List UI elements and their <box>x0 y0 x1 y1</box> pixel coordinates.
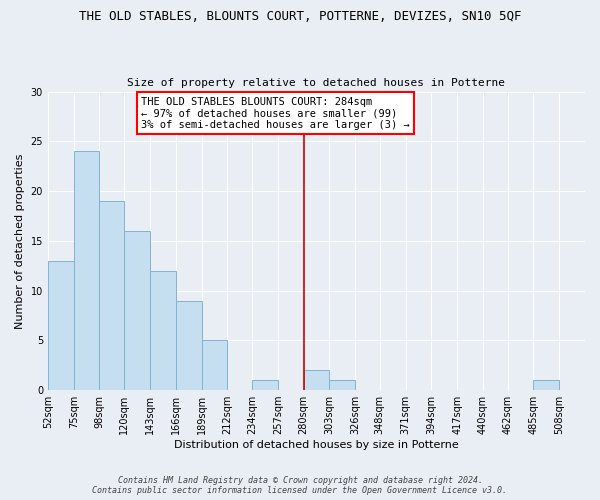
Bar <box>533 380 559 390</box>
Bar <box>176 300 202 390</box>
X-axis label: Distribution of detached houses by size in Potterne: Distribution of detached houses by size … <box>174 440 459 450</box>
Bar <box>124 231 150 390</box>
Bar <box>48 260 74 390</box>
Text: THE OLD STABLES BLOUNTS COURT: 284sqm
← 97% of detached houses are smaller (99)
: THE OLD STABLES BLOUNTS COURT: 284sqm ← … <box>141 96 410 130</box>
Text: THE OLD STABLES, BLOUNTS COURT, POTTERNE, DEVIZES, SN10 5QF: THE OLD STABLES, BLOUNTS COURT, POTTERNE… <box>79 10 521 23</box>
Bar <box>252 380 278 390</box>
Text: Contains HM Land Registry data © Crown copyright and database right 2024.
Contai: Contains HM Land Registry data © Crown c… <box>92 476 508 495</box>
Bar <box>100 201 124 390</box>
Y-axis label: Number of detached properties: Number of detached properties <box>15 153 25 328</box>
Bar <box>74 152 100 390</box>
Bar <box>202 340 227 390</box>
Bar <box>329 380 355 390</box>
Bar <box>150 270 176 390</box>
Title: Size of property relative to detached houses in Potterne: Size of property relative to detached ho… <box>127 78 505 88</box>
Bar <box>304 370 329 390</box>
